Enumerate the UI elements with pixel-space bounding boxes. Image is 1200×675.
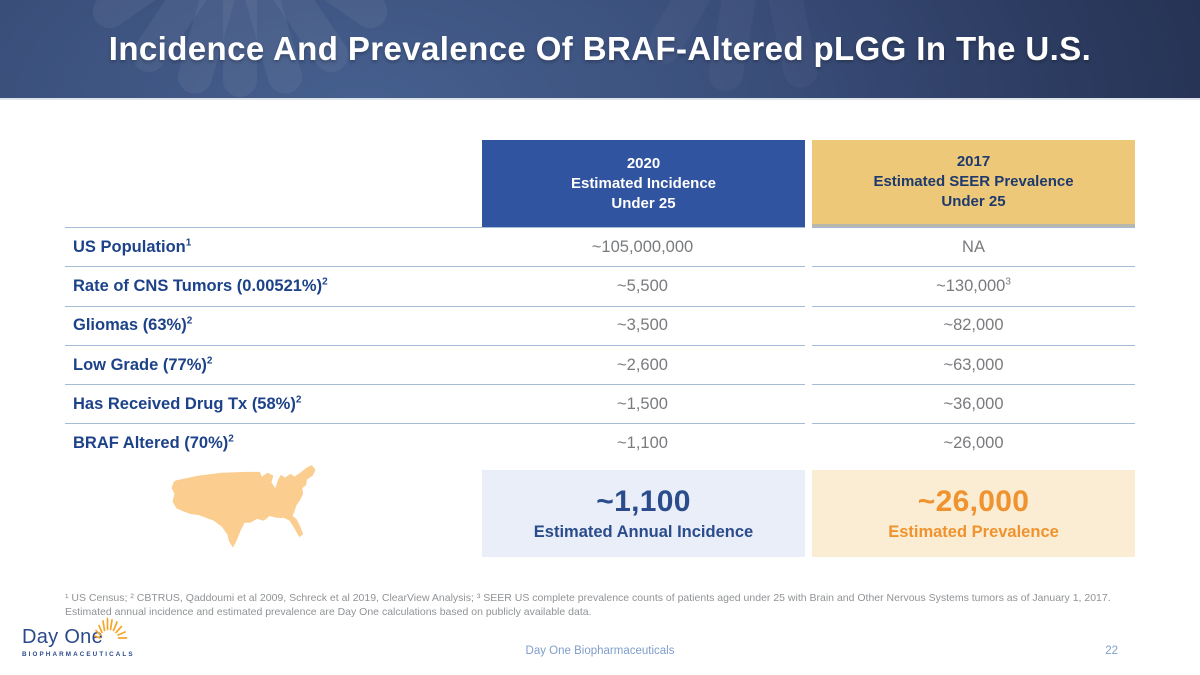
prevalence-header-year: 2017	[956, 153, 991, 170]
row-label: Gliomas (63%)2	[73, 315, 193, 335]
incidence-column-header: 2020 Estimated Incidence Under 25	[482, 140, 805, 227]
page-number: 22	[1105, 645, 1118, 657]
row-label: Low Grade (77%)2	[73, 355, 213, 374]
incidence-value: ~2,600	[617, 355, 668, 374]
prevalence-value: NA	[962, 237, 985, 256]
logo-wordmark: Day One	[22, 626, 104, 648]
prevalence-summary-label: Estimated Prevalence	[888, 523, 1059, 541]
table-row: Low Grade (77%)2 ~2,600 ~63,000	[65, 344, 1135, 384]
prevalence-header-line2: Estimated SEER Prevalence	[873, 173, 1074, 190]
row-label: Has Received Drug Tx (58%)2	[73, 394, 302, 413]
incidence-value: ~1,100	[617, 434, 668, 453]
prevalence-header-line3: Under 25	[941, 193, 1006, 210]
prevalence-summary-value: ~26,000	[917, 485, 1030, 518]
incidence-value: ~105,000,000	[591, 237, 694, 256]
sunburst-icon	[94, 617, 128, 639]
incidence-value: ~3,500	[617, 316, 668, 335]
prevalence-value: ~82,000	[943, 316, 1004, 335]
prevalence-value: ~36,000	[943, 394, 1004, 413]
prevalence-value: ~63,000	[943, 355, 1004, 374]
slide-header: Incidence And Prevalence Of BRAF-Altered…	[0, 0, 1200, 100]
incidence-header-year: 2020	[626, 154, 661, 172]
incidence-header-line3: Under 25	[611, 194, 676, 212]
us-map-silhouette	[171, 465, 316, 548]
footnotes: ¹ US Census; ² CBTRUS, Qaddoumi et al 20…	[65, 591, 1145, 619]
prevalence-value: ~130,0003	[936, 276, 1011, 295]
incidence-summary-box: ~1,100 Estimated Annual Incidence	[482, 470, 805, 557]
table-row: US Population1 ~105,000,000 NA	[65, 227, 1135, 266]
table-row: Gliomas (63%)2 ~3,500 ~82,000	[65, 305, 1135, 345]
footnote-line1: ¹ US Census; ² CBTRUS, Qaddoumi et al 20…	[65, 592, 1111, 604]
prevalence-summary-box: ~26,000 Estimated Prevalence	[812, 470, 1135, 557]
footnote-line2: Estimated annual incidence and estimated…	[65, 606, 592, 618]
funnel-table: US Population1 ~105,000,000 NA Rate of C…	[65, 227, 1135, 463]
incidence-value: ~1,500	[617, 394, 668, 413]
row-label: Rate of CNS Tumors (0.00521%)2	[73, 276, 328, 295]
incidence-header-line2: Estimated Incidence	[570, 174, 717, 192]
table-row: Rate of CNS Tumors (0.00521%)2 ~5,500 ~1…	[65, 266, 1135, 305]
day-one-logo: Day One BIOPHARMACEUTICALS	[22, 617, 162, 658]
page-title: Incidence And Prevalence Of BRAF-Altered…	[108, 30, 1092, 67]
row-label: BRAF Altered (70%)2	[73, 433, 234, 453]
row-label: US Population1	[73, 237, 192, 256]
table-row: Has Received Drug Tx (58%)2 ~1,500 ~36,0…	[65, 384, 1135, 423]
incidence-summary-label: Estimated Annual Incidence	[533, 523, 754, 541]
incidence-summary-value: ~1,100	[596, 485, 691, 518]
table-row: BRAF Altered (70%)2 ~1,100 ~26,000	[65, 423, 1135, 462]
sunburst-background-pattern	[92, 0, 388, 97]
logo-subtext: BIOPHARMACEUTICALS	[22, 651, 135, 658]
incidence-value: ~5,500	[617, 276, 668, 295]
prevalence-value: ~26,000	[943, 434, 1004, 453]
footer-company-name: Day One Biopharmaceuticals	[525, 645, 675, 657]
prevalence-column-header: 2017 Estimated SEER Prevalence Under 25	[812, 140, 1135, 227]
